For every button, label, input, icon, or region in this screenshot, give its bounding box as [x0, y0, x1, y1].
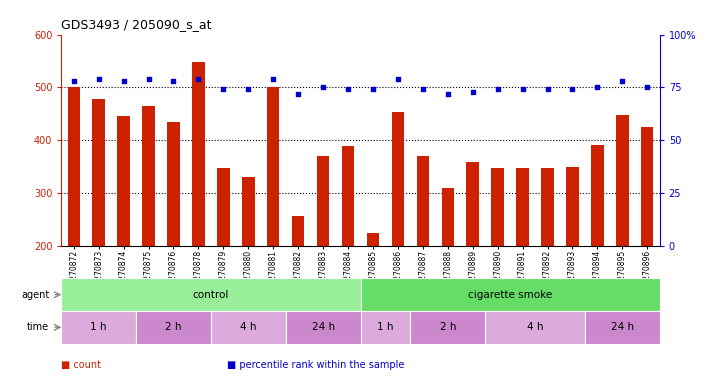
Bar [342, 146, 354, 246]
Point [442, 91, 454, 97]
Point [293, 91, 304, 97]
Bar [193, 62, 205, 246]
Bar [61, 311, 136, 344]
Text: agent: agent [21, 290, 49, 300]
Bar [242, 177, 255, 246]
Text: control: control [193, 290, 229, 300]
Bar [136, 311, 211, 344]
Bar [286, 311, 360, 344]
Bar [492, 167, 504, 246]
Point [168, 78, 180, 84]
Bar [410, 311, 485, 344]
Text: GDS3493 / 205090_s_at: GDS3493 / 205090_s_at [61, 18, 212, 31]
Point [68, 78, 79, 84]
Point [367, 86, 379, 93]
Bar [441, 188, 454, 246]
Text: 24 h: 24 h [611, 322, 634, 333]
Text: 2 h: 2 h [440, 322, 456, 333]
Bar [591, 146, 603, 246]
Text: 1 h: 1 h [90, 322, 107, 333]
Point [392, 76, 404, 82]
Bar [485, 311, 585, 344]
Point [242, 86, 254, 93]
Point [517, 86, 528, 93]
Bar [566, 167, 579, 246]
Bar [118, 116, 130, 246]
Bar [292, 216, 304, 246]
Bar [360, 278, 660, 311]
Bar [616, 115, 629, 246]
Point [118, 78, 129, 84]
Bar [61, 278, 360, 311]
Bar [217, 167, 229, 246]
Text: 24 h: 24 h [311, 322, 335, 333]
Point [567, 86, 578, 93]
Bar [392, 112, 404, 246]
Text: ■ count: ■ count [61, 360, 101, 370]
Point [592, 84, 603, 91]
Text: 2 h: 2 h [165, 322, 182, 333]
Point [267, 76, 279, 82]
Text: 1 h: 1 h [377, 322, 394, 333]
Point [417, 86, 428, 93]
Bar [267, 88, 280, 246]
Point [541, 86, 553, 93]
Bar [641, 127, 653, 246]
Bar [585, 311, 660, 344]
Point [616, 78, 628, 84]
Text: 4 h: 4 h [527, 322, 544, 333]
Point [342, 86, 354, 93]
Text: ■ percentile rank within the sample: ■ percentile rank within the sample [227, 360, 404, 370]
Bar [360, 311, 410, 344]
Bar [466, 162, 479, 246]
Bar [516, 167, 528, 246]
Bar [541, 167, 554, 246]
Point [492, 86, 503, 93]
Point [143, 76, 154, 82]
Bar [68, 88, 80, 246]
Text: time: time [27, 322, 49, 333]
Text: cigarette smoke: cigarette smoke [468, 290, 552, 300]
Point [467, 89, 479, 95]
Point [193, 76, 204, 82]
Point [93, 76, 105, 82]
Bar [142, 106, 155, 246]
Bar [211, 311, 286, 344]
Point [642, 84, 653, 91]
Bar [167, 122, 180, 246]
Point [317, 84, 329, 91]
Bar [317, 156, 329, 246]
Bar [367, 233, 379, 246]
Bar [92, 99, 105, 246]
Bar [417, 156, 429, 246]
Point [218, 86, 229, 93]
Text: 4 h: 4 h [240, 322, 257, 333]
